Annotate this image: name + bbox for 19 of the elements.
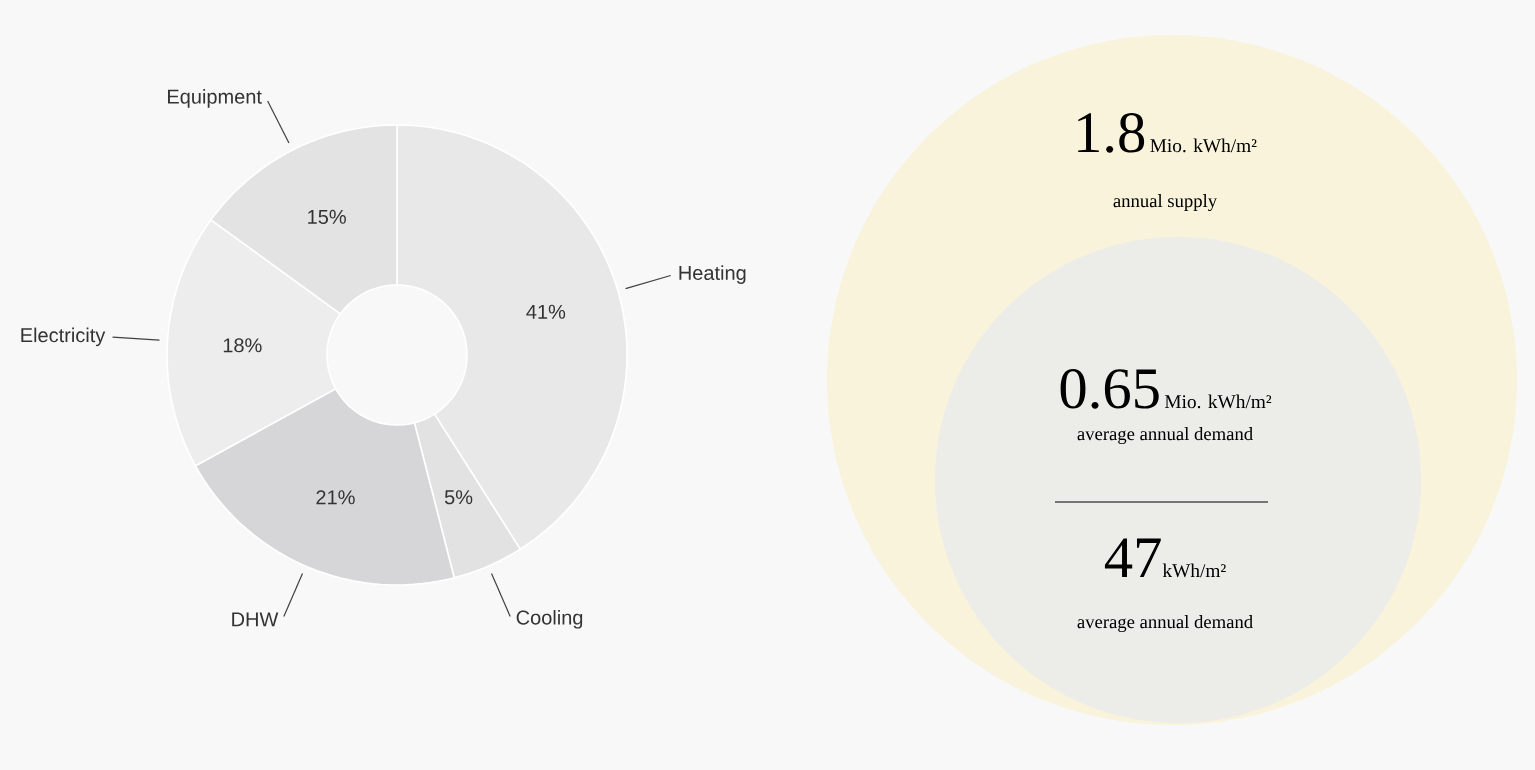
slice-label: Equipment (168, 89, 262, 108)
text: average annual demand (1077, 615, 1253, 633)
data-label: 21% (316, 490, 355, 505)
text: average annual demand (1077, 427, 1253, 445)
text: Mio. kWh/m² (1164, 394, 1272, 409)
text: 0.65 (1060, 369, 1159, 409)
text: kWh/m² (1162, 563, 1226, 578)
text: 47 (1104, 538, 1161, 577)
text: Mio. kWh/m² (1150, 138, 1257, 153)
data-label: 15% (308, 209, 346, 224)
data-label: 18% (223, 338, 262, 353)
slice-label: Cooling (516, 609, 583, 629)
slice-label: DHW (232, 612, 279, 627)
data-label: 5% (444, 490, 473, 505)
slice-label: Electricity (21, 327, 106, 347)
slice-label: Heating (679, 265, 746, 284)
text: 1.8 (1078, 113, 1145, 153)
text: annual supply (1113, 194, 1218, 212)
data-label: 41% (526, 304, 566, 319)
